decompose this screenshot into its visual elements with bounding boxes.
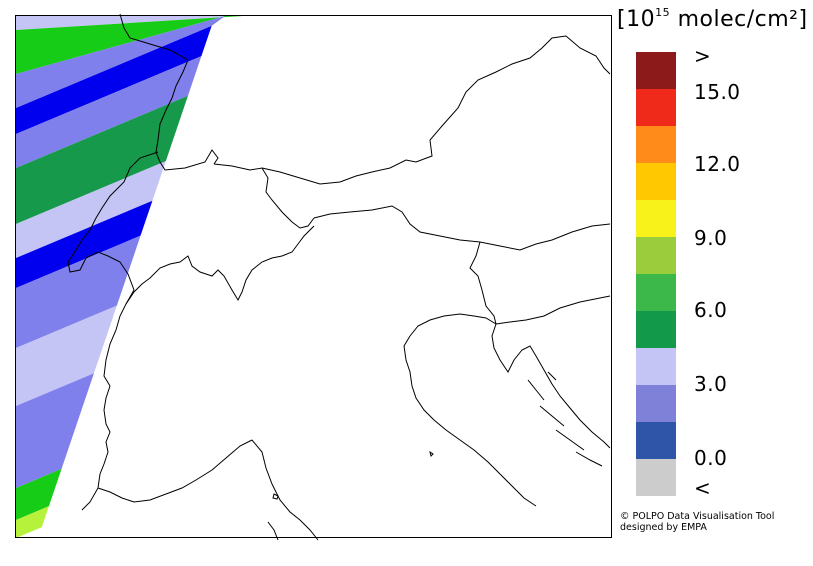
legend-unit-title: [1015 molec/cm²] [617,6,808,32]
island-small [429,450,434,457]
border-si-hr [495,295,611,325]
border-ch-north [213,163,315,229]
swath-stripe [16,16,243,74]
croatian-islands [527,371,603,467]
scale-swatch [636,385,676,422]
swath-stripe [16,468,62,520]
scale-swatch [636,89,676,126]
coastlines [97,313,611,541]
swath-stripe [16,16,226,108]
coast-adriatic-it [403,313,537,507]
swath-stripe [16,161,166,258]
coast-croatia [491,323,611,449]
scale-label: 3.0 [694,372,728,396]
coast-tuscany [251,439,319,541]
border-it-si [469,241,497,325]
map-frame [15,15,612,538]
swath-stripe [16,200,153,288]
island-elba [272,493,279,500]
swath-stripe [16,25,212,134]
border-at-south [313,205,611,251]
color-scale [636,52,676,496]
scale-label: 15.0 [694,80,741,104]
unit-suffix: molec/cm² [677,7,799,32]
swath-stripe [16,56,202,168]
border-at-cz [565,35,611,75]
scale-swatch [636,348,676,385]
scale-swatch [636,237,676,274]
scale-swatch [636,52,676,89]
border-rhine [119,13,219,171]
border-fr-it [81,303,127,511]
credit-line-1: © POLPO Data Visualisation Tool [620,511,775,522]
swath-stripe [16,16,248,30]
scale-label: 6.0 [694,298,728,322]
satellite-swath [16,16,248,538]
scale-label: < [694,476,712,500]
swath-stripe [16,506,49,538]
unit-prefix: 10 [626,7,656,32]
scale-swatch [636,459,676,496]
swath-stripe [16,95,188,225]
border-ch-it [125,225,315,305]
scale-swatch [636,422,676,459]
credit-text: © POLPO Data Visualisation Tool designed… [620,511,774,533]
scale-label: 9.0 [694,226,728,250]
swath-stripe [16,305,117,406]
coast-corsica [267,521,279,541]
swath-stripe [16,373,94,488]
scale-label: > [694,44,712,68]
unit-exponent: 15 [655,6,671,19]
scale-swatch [636,126,676,163]
scale-label: 0.0 [694,446,728,470]
scale-swatch [636,311,676,348]
scale-swatch [636,200,676,237]
scale-label: 12.0 [694,152,741,176]
scale-swatch [636,274,676,311]
credit-line-2: designed by EMPA [620,522,707,533]
border-ch-fr [67,151,159,305]
border-de-at [261,35,567,185]
swath-stripe [16,235,141,348]
coast-liguria [97,439,253,503]
scale-swatch [636,163,676,200]
country-borders [67,13,611,511]
